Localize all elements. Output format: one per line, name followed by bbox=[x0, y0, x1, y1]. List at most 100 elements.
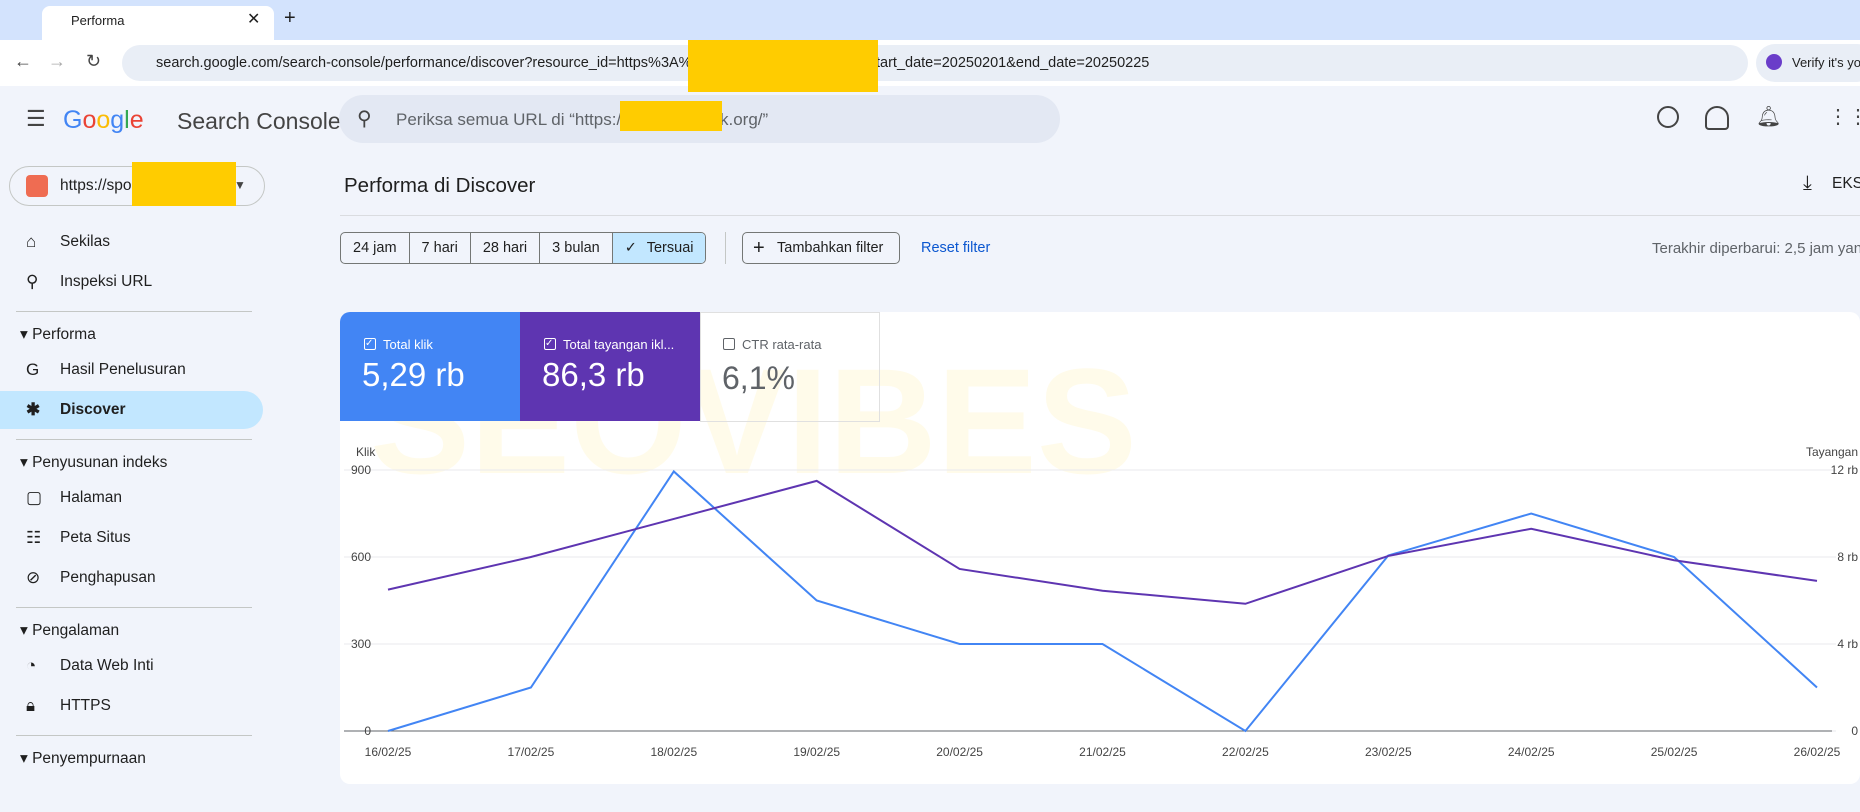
metric-label: Total tayangan ikl... bbox=[563, 337, 675, 352]
search-tail: k.org/” bbox=[720, 110, 769, 129]
search-placeholder: Periksa semua URL di “https://s bbox=[396, 110, 635, 129]
nav-icon: 🔒︎ bbox=[26, 696, 36, 715]
metric-label: Total klik bbox=[383, 337, 433, 352]
nav-label: HTTPS bbox=[60, 697, 111, 714]
nav-label: Peta Situs bbox=[60, 529, 131, 546]
back[interactable]: ← bbox=[14, 51, 32, 71]
checkbox[interactable]: ✓ bbox=[544, 338, 556, 350]
users-icon[interactable] bbox=[1705, 106, 1729, 130]
page-title: Performa di Discover bbox=[344, 174, 536, 197]
reset-filter[interactable]: Reset filter bbox=[921, 240, 991, 256]
range-button[interactable]: 7 hari bbox=[410, 233, 471, 263]
range-button[interactable]: 28 hari bbox=[471, 233, 541, 263]
bell-icon[interactable]: 🔔︎ bbox=[1756, 106, 1782, 128]
nav-label: Sekilas bbox=[60, 233, 110, 250]
nav-section[interactable]: ▾ Penyusunan indeks bbox=[20, 454, 168, 471]
help-icon[interactable] bbox=[1657, 106, 1679, 128]
search-icon: ⚲ bbox=[357, 108, 372, 130]
range-button[interactable]: 3 bulan bbox=[540, 233, 613, 263]
tab[interactable] bbox=[42, 6, 274, 40]
nav-item[interactable]: ☷ Peta Situs bbox=[0, 519, 263, 557]
x-tick-label: 25/02/25 bbox=[1651, 745, 1698, 759]
avatar bbox=[1766, 54, 1782, 70]
nav-item[interactable]: ◔ Data Web Inti bbox=[0, 647, 263, 685]
series-line bbox=[387, 469, 1818, 733]
dropdown: ▼ bbox=[234, 178, 246, 192]
divider bbox=[16, 735, 252, 736]
nav-item[interactable]: ⊘ Penghapusan bbox=[0, 559, 263, 597]
date-range: 24 jam 7 hari 28 hari 3 bulan Tersuai ✓ bbox=[340, 232, 707, 264]
nav-section[interactable]: ▾ Pengalaman bbox=[20, 622, 120, 639]
x-tick-label: 20/02/25 bbox=[936, 745, 983, 759]
redaction bbox=[620, 101, 722, 131]
nav-label: Halaman bbox=[60, 489, 123, 506]
nav-icon: ⌂ bbox=[26, 232, 37, 251]
y-tick-label: 300 bbox=[351, 637, 371, 651]
address-bar[interactable] bbox=[122, 45, 1748, 81]
range-button[interactable]: Tersuai ✓ bbox=[612, 233, 706, 263]
nav-item[interactable]: G Hasil Penelusuran bbox=[0, 351, 263, 389]
nav-label: Data Web Inti bbox=[60, 657, 154, 674]
checkbox[interactable] bbox=[723, 338, 735, 350]
apps-icon[interactable]: ⋮⋮ bbox=[1828, 106, 1860, 128]
separator bbox=[725, 232, 726, 264]
x-tick-label: 26/02/25 bbox=[1794, 745, 1841, 759]
nav-label: Discover bbox=[60, 401, 126, 418]
x-tick-label: 19/02/25 bbox=[793, 745, 840, 759]
logo: Google bbox=[63, 106, 144, 135]
nav-item[interactable]: ⌂ Sekilas bbox=[0, 223, 263, 261]
property: https://spo bbox=[60, 177, 132, 194]
nav-section[interactable]: ▾ Performa bbox=[20, 326, 96, 343]
logo-letter: o bbox=[82, 106, 97, 134]
nav-label: Hasil Penelusuran bbox=[60, 361, 186, 378]
tab-close[interactable]: ✕ bbox=[247, 11, 261, 28]
reload[interactable]: ↻ bbox=[86, 51, 102, 71]
divider bbox=[16, 311, 252, 312]
range-button[interactable]: 24 jam bbox=[341, 233, 410, 263]
checkbox[interactable]: ✓ bbox=[364, 338, 376, 350]
metric-card[interactable] bbox=[700, 312, 880, 422]
nav-icon: ▢ bbox=[26, 488, 43, 507]
nav-icon: G bbox=[26, 360, 40, 379]
nav-label: Penghapusan bbox=[60, 569, 156, 586]
new-tab[interactable]: + bbox=[284, 7, 296, 29]
divider bbox=[340, 215, 1860, 216]
redaction bbox=[132, 162, 236, 206]
y2-tick-label: 0 bbox=[1851, 724, 1858, 738]
metric-value: 5,29 rb bbox=[362, 356, 465, 393]
x-tick-label: 18/02/25 bbox=[650, 745, 697, 759]
last-updated: Terakhir diperbarui: 2,5 jam yan bbox=[1652, 240, 1860, 257]
menu[interactable]: ☰ bbox=[26, 106, 46, 131]
export[interactable]: EKS bbox=[1832, 175, 1860, 192]
nav-item[interactable]: ✱ Discover bbox=[0, 391, 263, 429]
nav-icon: ⊘ bbox=[26, 568, 41, 587]
download-icon[interactable]: ⤓ bbox=[1803, 172, 1812, 194]
property-icon bbox=[26, 175, 48, 197]
nav-section[interactable]: ▾ Penyempurnaan bbox=[20, 750, 146, 767]
x-tick-label: 23/02/25 bbox=[1365, 745, 1412, 759]
x-tick-label: 21/02/25 bbox=[1079, 745, 1126, 759]
metric-card[interactable] bbox=[520, 312, 700, 421]
y-tick-label: 600 bbox=[351, 550, 371, 564]
tab-bar bbox=[0, 0, 1860, 40]
tab-title: Performa bbox=[71, 13, 125, 28]
divider bbox=[16, 607, 252, 608]
url-tail: tart_date=20250201&end_date=20250225 bbox=[876, 55, 1150, 71]
metric-card[interactable] bbox=[340, 312, 520, 421]
y-axis-title: Klik bbox=[356, 445, 376, 459]
logo-letter: e bbox=[129, 106, 144, 134]
nav-item[interactable]: ▢ Halaman bbox=[0, 479, 263, 517]
add-filter[interactable]: + Tambahkan filter bbox=[742, 232, 901, 264]
redaction bbox=[688, 40, 878, 92]
product-name: Search Console bbox=[177, 108, 341, 134]
logo-letter: l bbox=[124, 106, 130, 134]
url: search.google.com/search-console/perform… bbox=[156, 55, 722, 71]
y-tick-label: 900 bbox=[351, 463, 371, 477]
x-tick-label: 22/02/25 bbox=[1222, 745, 1269, 759]
forward[interactable]: → bbox=[48, 51, 66, 71]
nav-label: Inspeksi URL bbox=[60, 273, 153, 290]
nav-item[interactable]: ⚲ Inspeksi URL bbox=[0, 263, 263, 301]
nav-item[interactable]: 🔒︎ HTTPS bbox=[0, 687, 263, 725]
nav-icon: ✱ bbox=[26, 400, 41, 419]
